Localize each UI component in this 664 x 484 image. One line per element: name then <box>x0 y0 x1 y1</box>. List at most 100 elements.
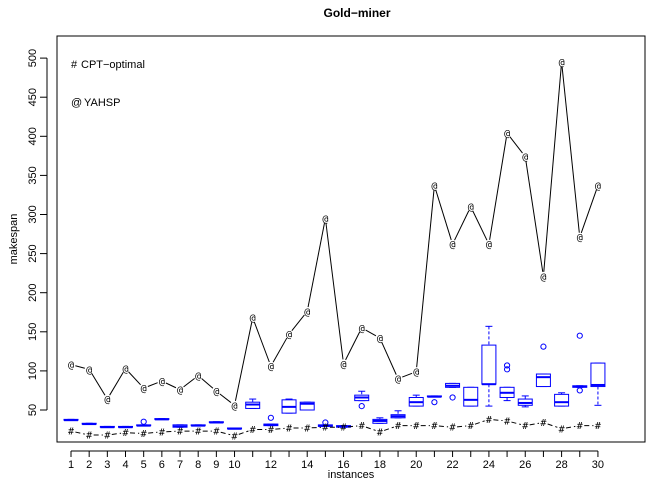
plot-frame <box>56 35 646 443</box>
series-line-segment <box>307 222 326 308</box>
series-line-segment <box>493 419 503 422</box>
x-tick-label: 18 <box>374 459 386 471</box>
series-marker: @ <box>450 240 456 251</box>
series-marker: # <box>159 427 165 438</box>
series-marker: # <box>504 416 510 427</box>
boxplot <box>172 424 188 428</box>
series-line-segment <box>416 189 435 368</box>
series-marker: @ <box>122 364 128 375</box>
series-line-segment <box>219 393 232 403</box>
x-tick-label: 24 <box>483 459 495 471</box>
series-line-segment <box>345 331 361 361</box>
series-marker: @ <box>341 359 347 370</box>
series-marker: # <box>268 425 274 436</box>
series-line-segment <box>474 420 485 425</box>
series-line-segment <box>565 425 576 429</box>
series-line-segment <box>291 314 305 331</box>
legend-symbol-cpt: # <box>71 59 78 71</box>
boxplot <box>408 394 424 407</box>
y-tick-label: 400 <box>27 127 39 145</box>
series-lines <box>75 66 597 436</box>
series-marker: # <box>413 421 419 432</box>
x-axis-label: instances <box>328 469 375 481</box>
series-marker: # <box>122 428 128 439</box>
y-tick-label: 350 <box>27 166 39 184</box>
x-tick-label: 22 <box>446 459 458 471</box>
series-line-segment <box>435 189 452 241</box>
series-line-segment <box>402 372 413 378</box>
series-marker: @ <box>540 272 546 283</box>
boxplot <box>481 325 497 407</box>
series-marker: # <box>341 423 347 434</box>
series-line-segment <box>383 426 394 431</box>
series-line-segment <box>365 329 377 337</box>
series-line-segment <box>111 432 122 435</box>
boxplot <box>354 390 370 410</box>
y-axis-label: makespan <box>8 214 20 265</box>
series-marker: @ <box>68 360 74 371</box>
series-marker: @ <box>486 240 492 251</box>
boxplot-outlier <box>576 332 583 339</box>
series-marker: @ <box>104 395 110 406</box>
y-tick-label: 450 <box>27 88 39 106</box>
series-line-segment <box>253 321 270 363</box>
x-tick-label: 7 <box>177 459 183 471</box>
boxplot <box>590 362 606 406</box>
series-marker: @ <box>559 58 565 69</box>
series-marker: # <box>431 421 437 432</box>
series-marker: # <box>177 427 183 438</box>
boxplot-outlier <box>503 362 511 369</box>
boxplot <box>190 424 206 427</box>
x-tick-label: 30 <box>592 459 604 471</box>
series-marker: # <box>322 423 328 434</box>
series-marker: @ <box>377 334 383 345</box>
y-tick-label: 500 <box>27 49 39 67</box>
x-tick-label: 8 <box>195 459 201 471</box>
series-marker: @ <box>322 214 328 225</box>
series-marker: # <box>595 421 601 432</box>
series-line-segment <box>183 377 195 388</box>
boxplot <box>372 417 388 424</box>
x-tick-label: 16 <box>337 459 349 471</box>
series-marker: @ <box>86 365 92 376</box>
chart-title: Gold−miner <box>323 6 390 20</box>
series-line-segment <box>489 137 507 240</box>
series-line-segment <box>561 66 580 233</box>
series-line-segment <box>148 431 158 434</box>
boxplot-box <box>481 344 497 385</box>
series-marker: @ <box>522 152 528 163</box>
series-marker: @ <box>577 233 583 244</box>
boxplot <box>208 421 224 424</box>
series-line-segment <box>91 372 106 396</box>
series-marker: @ <box>595 181 601 192</box>
boxplot <box>535 343 551 388</box>
series-marker: # <box>450 423 456 434</box>
boxplot <box>390 410 406 419</box>
series-line-segment <box>75 431 85 435</box>
series-line-segment <box>525 161 544 272</box>
series-marker: # <box>141 429 147 440</box>
y-tick-label: 300 <box>27 205 39 223</box>
series-line-segment <box>543 66 562 272</box>
boxplot <box>317 419 333 427</box>
series-line-segment <box>547 423 558 428</box>
series-markers: # # # # # # # # # # # # # # # # # # # # # # # # # # # # # # @ @ @ @ @ @ @ @ @ @… <box>68 58 601 443</box>
series-marker: # <box>68 427 74 438</box>
series-line-segment <box>454 210 470 241</box>
series-marker: @ <box>232 401 238 412</box>
series-marker: # <box>395 421 401 432</box>
legend-symbol-yahsp: @ <box>71 97 82 109</box>
boxplot-outlier <box>503 366 511 373</box>
boxplot <box>263 414 279 427</box>
boxplot-outlier <box>322 419 329 426</box>
series-marker: # <box>359 421 365 432</box>
series-line-segment <box>347 425 358 428</box>
series-marker: @ <box>504 129 510 140</box>
series-marker: @ <box>395 374 401 385</box>
x-tick-label: 9 <box>213 459 219 471</box>
series-marker: # <box>486 415 492 426</box>
series-marker: @ <box>431 181 437 192</box>
boxplot <box>136 418 152 427</box>
boxplot <box>245 398 261 409</box>
